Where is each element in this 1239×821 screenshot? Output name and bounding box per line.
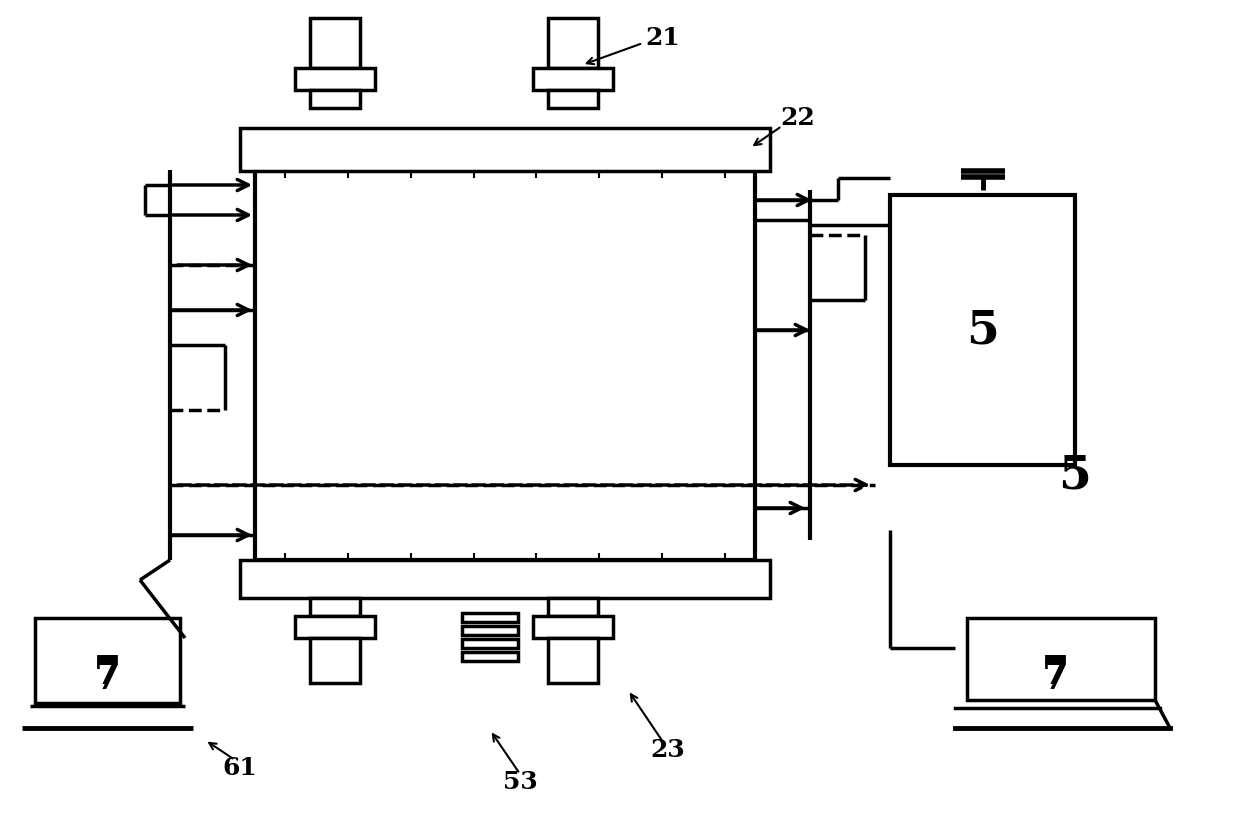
- Bar: [462, 613, 518, 622]
- Text: 21: 21: [646, 26, 680, 50]
- Bar: [295, 616, 375, 638]
- Bar: [533, 616, 613, 638]
- Bar: [548, 18, 598, 68]
- Bar: [240, 560, 769, 598]
- Text: 7: 7: [1042, 654, 1068, 692]
- Bar: [462, 639, 518, 648]
- Text: 5: 5: [1058, 452, 1090, 498]
- Bar: [295, 68, 375, 90]
- Bar: [255, 170, 755, 560]
- Polygon shape: [966, 618, 1155, 700]
- Bar: [240, 128, 769, 171]
- Bar: [35, 618, 180, 703]
- Bar: [462, 626, 518, 635]
- Text: 23: 23: [650, 738, 685, 762]
- Text: 7: 7: [94, 659, 121, 697]
- Bar: [548, 598, 598, 616]
- Bar: [548, 638, 598, 683]
- Bar: [310, 598, 361, 616]
- Bar: [310, 90, 361, 108]
- Text: 22: 22: [781, 106, 815, 130]
- Text: 7: 7: [93, 654, 120, 692]
- Text: 5: 5: [966, 307, 999, 353]
- Bar: [533, 68, 613, 90]
- Text: 61: 61: [223, 756, 258, 780]
- Text: 53: 53: [503, 770, 538, 794]
- Bar: [548, 90, 598, 108]
- Bar: [462, 652, 518, 661]
- Bar: [890, 195, 1075, 465]
- Bar: [310, 638, 361, 683]
- Bar: [310, 18, 361, 68]
- Text: 7: 7: [1042, 659, 1068, 697]
